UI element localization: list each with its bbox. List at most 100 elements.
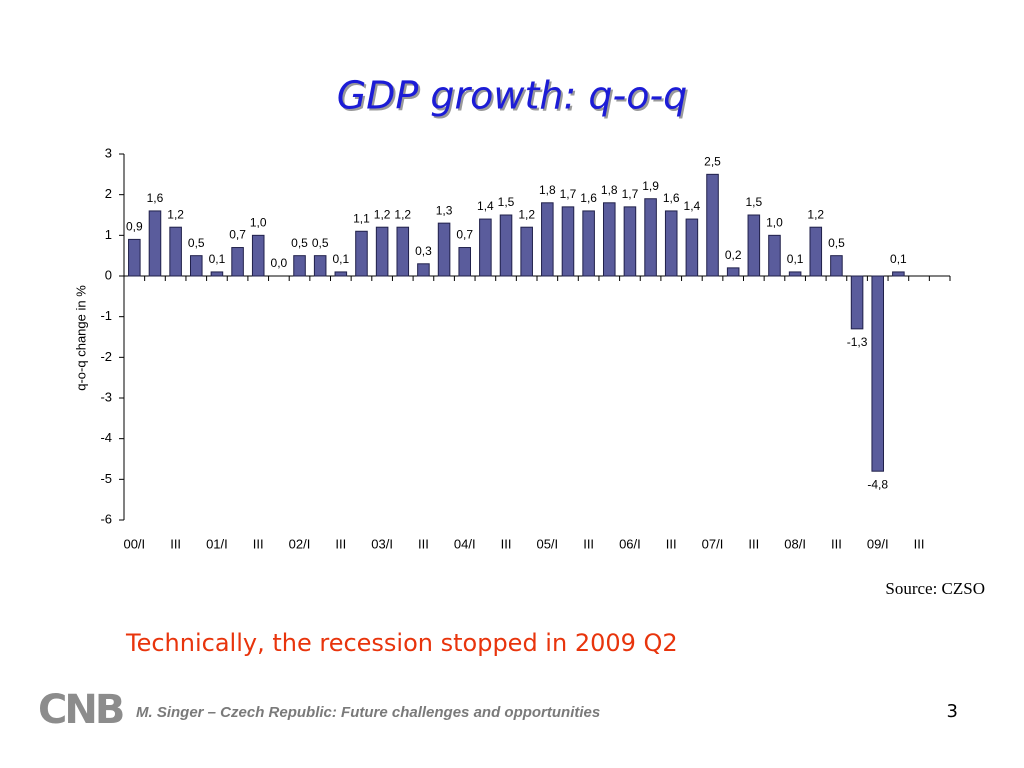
value-label: 0,5	[188, 236, 205, 250]
bar	[871, 275, 885, 472]
bar	[892, 271, 905, 277]
bar	[541, 202, 554, 277]
value-label: 1,2	[167, 207, 184, 221]
bar	[664, 210, 678, 277]
page-number: 3	[947, 701, 958, 722]
bar	[375, 226, 389, 277]
value-label: 1,9	[642, 179, 659, 193]
bar	[355, 230, 368, 277]
x-tick-label: 09/I	[867, 536, 889, 551]
x-tick-label: III	[501, 536, 512, 551]
x-tick-label: 08/I	[784, 536, 806, 551]
bar	[768, 234, 781, 277]
value-label: 0,5	[291, 236, 308, 250]
bar	[479, 218, 492, 277]
y-tick-label: 3	[105, 145, 112, 160]
bar	[396, 226, 410, 277]
x-tick-label: 03/I	[371, 536, 393, 551]
value-label: 1,2	[374, 207, 391, 221]
bar	[437, 222, 451, 277]
x-tick-label: III	[170, 536, 181, 551]
value-label: 1,0	[766, 216, 783, 230]
value-label: 0,0	[271, 256, 288, 270]
y-tick-label: 2	[105, 186, 112, 201]
bar	[561, 206, 575, 277]
value-label: 1,6	[147, 191, 164, 205]
bar	[582, 210, 595, 277]
bar	[313, 255, 327, 277]
x-tick-label: 02/I	[289, 536, 311, 551]
value-label: 1,3	[436, 203, 453, 217]
bar	[251, 234, 265, 277]
value-label: 1,5	[745, 195, 762, 209]
value-label: 1,6	[580, 191, 597, 205]
value-label: 1,7	[560, 187, 577, 201]
bar	[169, 226, 182, 277]
value-label: -4,8	[867, 477, 888, 491]
value-label: 0,7	[456, 228, 473, 242]
value-label: 1,6	[663, 191, 680, 205]
y-axis-label: q-o-q change in %	[73, 285, 88, 391]
bar	[458, 247, 472, 277]
bar	[788, 271, 802, 277]
x-tick-label: III	[666, 536, 677, 551]
y-tick-label: 1	[105, 227, 112, 242]
bar	[850, 275, 864, 330]
value-label: 1,2	[394, 207, 411, 221]
x-tick-label: 01/I	[206, 536, 228, 551]
value-label: -1,3	[847, 335, 868, 349]
bar	[706, 173, 719, 277]
x-tick-label: III	[831, 536, 842, 551]
value-label: 1,2	[518, 207, 535, 221]
value-label: 0,1	[332, 252, 349, 266]
source: Source: CZSO	[885, 579, 985, 598]
value-label: 2,5	[704, 155, 721, 169]
value-label: 0,5	[312, 236, 329, 250]
y-tick-label: -2	[100, 349, 112, 364]
value-label: 1,2	[807, 207, 824, 221]
x-tick-label: 04/I	[454, 536, 476, 551]
bar	[148, 210, 162, 277]
x-tick-label: 07/I	[702, 536, 724, 551]
value-label: 0,7	[229, 228, 246, 242]
x-tick-label: III	[748, 536, 759, 551]
value-label: 1,0	[250, 216, 267, 230]
x-tick-label: III	[253, 536, 264, 551]
value-label: 0,1	[209, 252, 226, 266]
bar	[210, 271, 224, 277]
value-label: 0,1	[787, 252, 804, 266]
value-label: 0,2	[725, 248, 742, 262]
title-shadow: GDP growth: q-o-q	[339, 76, 690, 120]
x-tick-label: 00/I	[123, 536, 145, 551]
bar	[809, 226, 823, 277]
value-label: 0,5	[828, 236, 845, 250]
x-tick-label: III	[335, 536, 346, 551]
bar	[293, 255, 306, 277]
bar	[189, 255, 203, 277]
value-label: 1,7	[622, 187, 639, 201]
value-label: 0,3	[415, 244, 432, 258]
bar	[602, 202, 616, 277]
value-label: 1,8	[539, 183, 556, 197]
value-label: 1,5	[498, 195, 515, 209]
y-tick-label: -3	[100, 389, 112, 404]
value-label: 0,9	[126, 220, 143, 234]
y-tick-label: -5	[100, 471, 112, 486]
x-tick-label: III	[583, 536, 594, 551]
bar	[830, 255, 843, 277]
x-tick-label: 05/I	[536, 536, 558, 551]
bar	[499, 214, 513, 277]
logo: CNB	[38, 687, 123, 733]
y-tick-label: -6	[100, 511, 112, 526]
footer-text: M. Singer – Czech Republic: Future chall…	[136, 704, 600, 721]
bar	[231, 247, 244, 277]
bar	[520, 226, 533, 277]
bar	[644, 198, 657, 277]
bar	[417, 263, 430, 277]
bar	[685, 218, 699, 277]
bar	[128, 238, 141, 277]
value-label: 1,4	[477, 199, 494, 213]
value-label: 0,1	[890, 252, 907, 266]
x-tick-label: 06/I	[619, 536, 641, 551]
